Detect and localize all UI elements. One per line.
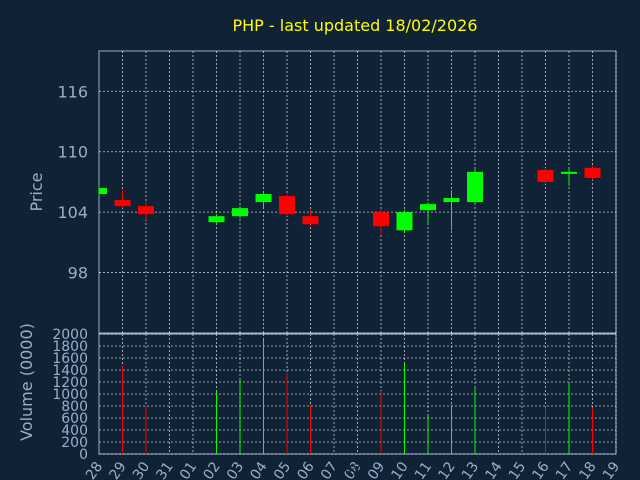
volume-tick-label: 800 — [61, 399, 88, 415]
candle-body — [114, 200, 131, 207]
x-axis-label: Day — [333, 460, 361, 476]
x-tick-label: 05 — [271, 459, 294, 480]
x-tick-label: 28 — [83, 459, 106, 480]
x-tick-label: 16 — [529, 459, 552, 480]
x-tick-label: 14 — [482, 459, 505, 480]
volume-tick-label: 1600 — [52, 351, 88, 367]
volume-tick-label: 1200 — [52, 375, 88, 391]
x-tick-label: 13 — [459, 459, 482, 480]
volume-tick-label: 0 — [79, 447, 88, 463]
x-tick-label: 17 — [553, 459, 576, 480]
candle-body — [467, 171, 483, 203]
volume-tick-label: 1000 — [52, 387, 88, 403]
candle-body — [302, 216, 319, 225]
price-tick-label: 98 — [68, 264, 88, 283]
x-tick-label: 08 — [341, 459, 364, 480]
price-panel: 98 104 110 116 Price — [27, 50, 617, 334]
x-tick-label: 10 — [388, 459, 411, 480]
candle-body — [584, 167, 601, 178]
x-tick-label: 29 — [106, 459, 129, 480]
chart-title: PHP - last updated 18/02/2026 — [232, 16, 477, 35]
candle-body — [99, 187, 107, 195]
x-tick-label: 11 — [412, 459, 435, 480]
volume-tick-label: 2000 — [52, 327, 88, 343]
volume-tick-label: 200 — [61, 435, 88, 451]
x-tick-label: 30 — [130, 459, 153, 480]
candle-body — [232, 208, 248, 217]
x-tick-label: 09 — [365, 459, 388, 480]
candle-body — [561, 171, 577, 174]
volume-tick-label: 400 — [61, 423, 88, 439]
x-tick-label: 03 — [224, 459, 247, 480]
price-tick-label: 110 — [57, 143, 88, 162]
candle-body — [279, 196, 295, 215]
x-tick-label: 06 — [294, 459, 317, 480]
x-tick-label: 31 — [153, 459, 176, 480]
volume-axis-label: Volume (0000) — [17, 323, 36, 441]
candle-body — [255, 194, 272, 203]
price-axis-label: Price — [27, 172, 46, 211]
x-tick-label: 02 — [200, 459, 223, 480]
x-tick-label: 19 — [600, 459, 623, 480]
price-tick-label: 116 — [57, 82, 88, 101]
volume-tick-label: 600 — [61, 411, 88, 427]
x-tick-label: 18 — [576, 459, 599, 480]
candle-body — [420, 204, 436, 211]
x-tick-label: 07 — [318, 459, 341, 480]
x-tick-label: 04 — [247, 459, 270, 480]
candle-body — [396, 212, 413, 231]
candle-body — [373, 212, 389, 227]
x-tick-label: 12 — [435, 459, 458, 480]
volume-tick-label: 1800 — [52, 339, 88, 355]
x-tick-label: 15 — [506, 459, 529, 480]
x-tick-label: 01 — [177, 459, 200, 480]
candle-body — [138, 206, 154, 215]
candle-body — [208, 216, 225, 223]
price-tick-label: 104 — [57, 203, 88, 222]
volume-tick-label: 1400 — [52, 363, 88, 379]
candle-body — [537, 169, 554, 182]
candle-body — [443, 198, 460, 203]
